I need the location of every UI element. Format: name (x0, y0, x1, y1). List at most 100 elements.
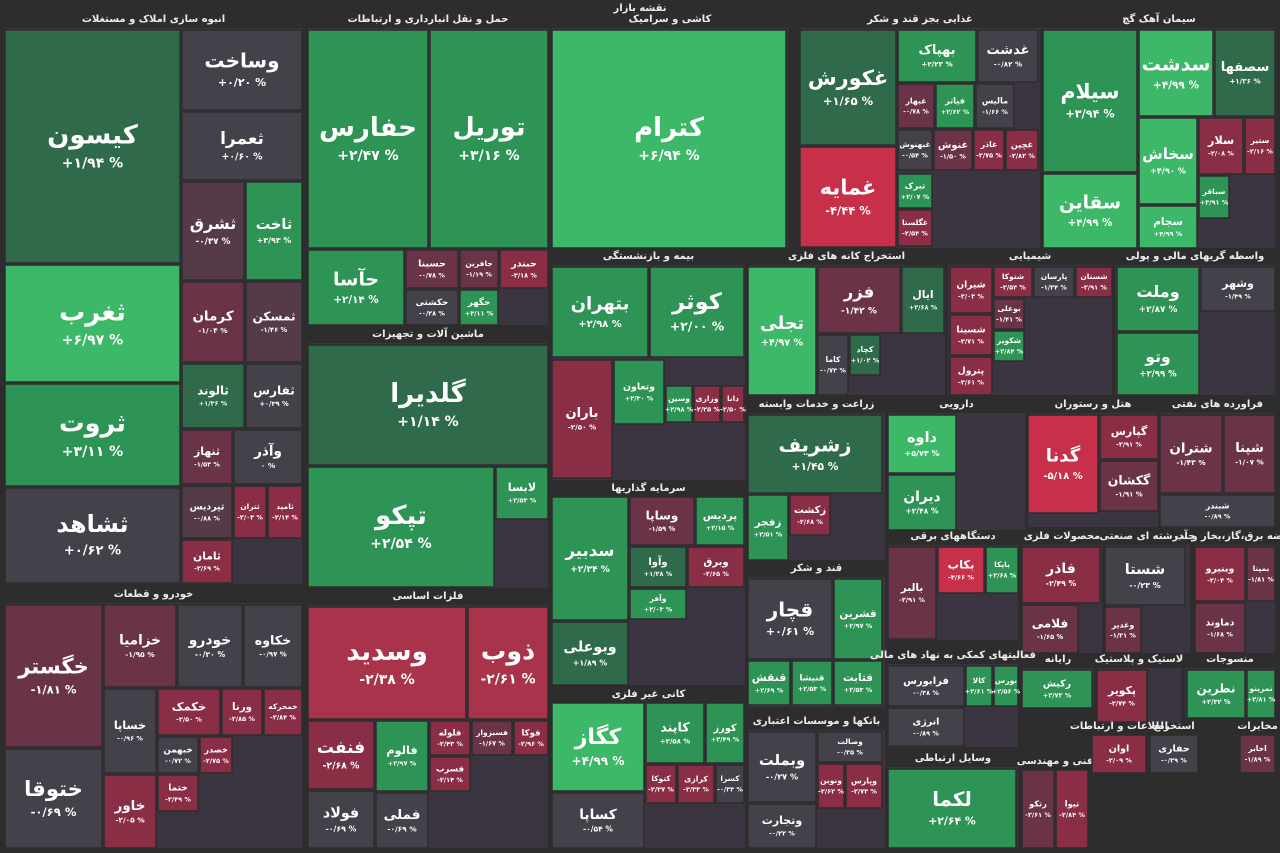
stock-tile[interactable] (103, 774, 157, 849)
stock-tile[interactable] (103, 604, 177, 688)
stock-tile[interactable] (665, 385, 693, 423)
stock-tile[interactable] (613, 359, 665, 425)
stock-tile[interactable] (459, 289, 499, 326)
stock-tile[interactable] (993, 298, 1025, 330)
stock-tile[interactable] (429, 756, 471, 792)
stock-tile[interactable] (1116, 332, 1200, 396)
stock-tile[interactable] (965, 665, 993, 707)
stock-tile[interactable] (901, 266, 945, 334)
stock-tile[interactable] (789, 494, 831, 536)
stock-tile[interactable] (645, 702, 705, 764)
stock-tile[interactable] (949, 266, 993, 314)
stock-tile[interactable] (1099, 460, 1159, 512)
stock-tile[interactable] (695, 496, 745, 546)
stock-tile[interactable] (629, 496, 695, 546)
stock-tile[interactable] (887, 474, 957, 531)
stock-tile[interactable] (977, 29, 1039, 83)
stock-tile[interactable] (181, 485, 233, 539)
stock-tile[interactable] (459, 249, 499, 289)
stock-tile[interactable] (1021, 604, 1079, 654)
stock-tile[interactable] (649, 266, 745, 358)
stock-tile[interactable] (495, 466, 549, 520)
stock-tile[interactable] (887, 414, 957, 474)
stock-tile[interactable] (747, 414, 883, 494)
stock-tile[interactable] (933, 129, 973, 171)
stock-tile[interactable] (499, 249, 549, 289)
stock-tile[interactable] (1055, 769, 1089, 849)
stock-tile[interactable] (897, 29, 977, 83)
stock-tile[interactable] (1223, 414, 1276, 494)
stock-tile[interactable] (993, 266, 1033, 298)
stock-tile[interactable] (513, 720, 549, 756)
stock-tile[interactable] (935, 83, 975, 129)
stock-tile[interactable] (693, 385, 721, 423)
stock-tile[interactable] (1104, 606, 1142, 654)
stock-tile[interactable] (429, 720, 471, 756)
stock-tile[interactable] (307, 466, 495, 588)
stock-tile[interactable] (747, 494, 789, 561)
stock-tile[interactable] (199, 736, 233, 774)
stock-tile[interactable] (267, 485, 303, 539)
stock-tile[interactable] (1104, 546, 1186, 606)
stock-tile[interactable] (1198, 117, 1244, 175)
stock-tile[interactable] (551, 29, 787, 249)
stock-tile[interactable] (897, 173, 933, 209)
stock-tile[interactable] (1021, 769, 1055, 849)
stock-tile[interactable] (993, 330, 1025, 362)
stock-tile[interactable] (887, 546, 937, 640)
stock-tile[interactable] (4, 383, 181, 487)
stock-tile[interactable] (1096, 669, 1148, 723)
stock-tile[interactable] (551, 702, 645, 792)
stock-tile[interactable] (897, 129, 933, 171)
stock-tile[interactable] (949, 356, 993, 396)
stock-tile[interactable] (833, 578, 883, 660)
stock-tile[interactable] (245, 281, 303, 363)
stock-tile[interactable] (551, 496, 629, 621)
stock-tile[interactable] (307, 790, 375, 849)
stock-tile[interactable] (645, 764, 677, 804)
stock-tile[interactable] (245, 363, 303, 429)
stock-tile[interactable] (849, 334, 881, 376)
stock-tile[interactable] (1159, 494, 1276, 528)
stock-tile[interactable] (157, 736, 199, 774)
stock-tile[interactable] (263, 688, 303, 736)
stock-tile[interactable] (887, 665, 965, 707)
stock-tile[interactable] (221, 688, 263, 736)
stock-tile[interactable] (747, 578, 833, 660)
stock-tile[interactable] (1027, 414, 1099, 514)
stock-tile[interactable] (949, 314, 993, 356)
stock-tile[interactable] (181, 111, 303, 181)
stock-tile[interactable] (677, 764, 715, 804)
stock-tile[interactable] (1200, 266, 1276, 312)
stock-tile[interactable] (405, 249, 459, 289)
stock-tile[interactable] (551, 621, 629, 686)
stock-tile[interactable] (1244, 117, 1276, 175)
stock-tile[interactable] (1005, 129, 1039, 171)
stock-tile[interactable] (975, 83, 1015, 129)
stock-tile[interactable] (817, 334, 849, 396)
stock-tile[interactable] (1239, 734, 1276, 774)
stock-tile[interactable] (1138, 205, 1198, 249)
stock-tile[interactable] (833, 660, 883, 706)
stock-tile[interactable] (157, 688, 221, 736)
stock-tile[interactable] (973, 129, 1005, 171)
stock-tile[interactable] (245, 181, 303, 281)
stock-tile[interactable] (715, 764, 745, 804)
stock-tile[interactable] (937, 546, 985, 594)
stock-tile[interactable] (1246, 546, 1276, 602)
stock-tile[interactable] (817, 763, 845, 809)
stock-tile[interactable] (845, 763, 883, 809)
stock-tile[interactable] (1159, 414, 1223, 494)
stock-tile[interactable] (157, 774, 199, 812)
stock-tile[interactable] (551, 792, 645, 849)
stock-tile[interactable] (103, 688, 157, 774)
stock-tile[interactable] (1138, 29, 1214, 117)
stock-tile[interactable] (1138, 117, 1198, 205)
stock-tile[interactable] (1075, 266, 1113, 298)
stock-tile[interactable] (887, 707, 965, 747)
stock-tile[interactable] (307, 606, 467, 720)
stock-tile[interactable] (1214, 29, 1276, 117)
stock-tile[interactable] (375, 792, 429, 849)
stock-tile[interactable] (181, 429, 233, 485)
stock-tile[interactable] (1246, 669, 1276, 719)
